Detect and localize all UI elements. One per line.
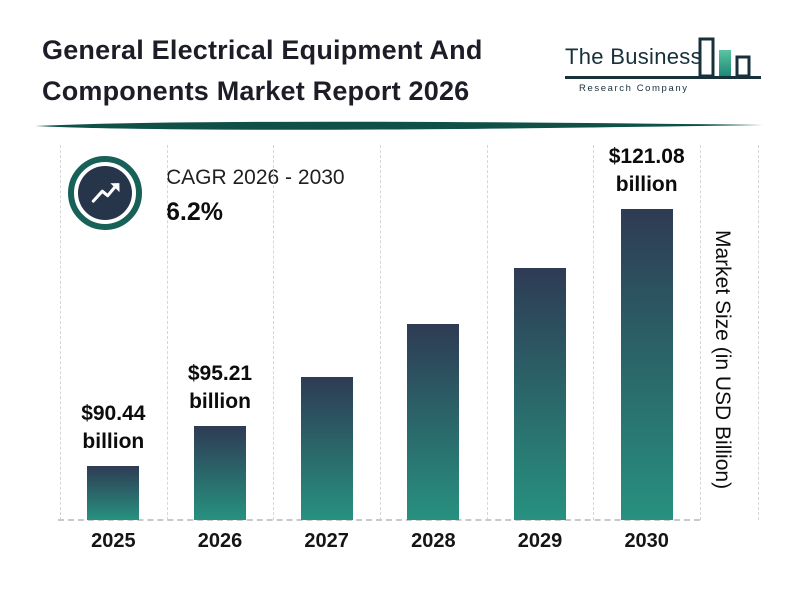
- title-line-1: General Electrical Equipment And: [42, 35, 483, 65]
- bar-cell-2026: $95.21 billion: [167, 185, 274, 520]
- y-axis-title: Market Size (in USD Billion): [711, 230, 734, 490]
- company-logo: The Business Research Company: [565, 36, 765, 100]
- bar-2030: [620, 209, 673, 520]
- x-axis-label-2029: 2029: [517, 530, 563, 552]
- bar-2027: [300, 377, 353, 520]
- x-axis-baseline: [58, 519, 700, 521]
- logo-subtitle: Research Company: [579, 83, 689, 94]
- page-title: General Electrical Equipment And Compone…: [42, 30, 483, 112]
- gridline: [758, 145, 759, 520]
- bar-value-label-2026: $95.21 billion: [155, 360, 285, 416]
- x-axis-label-2026: 2026: [197, 530, 243, 552]
- bar-2025: [87, 466, 140, 520]
- bar-value-amount: $95.21: [187, 362, 253, 385]
- x-axis-label-2028: 2028: [411, 530, 456, 552]
- cagr-badge-inner: [78, 166, 132, 220]
- bar-cell-2029: [487, 185, 594, 520]
- cagr-badge: [68, 156, 142, 230]
- cagr-value: 6.2%: [166, 198, 223, 226]
- logo-underline: [565, 76, 701, 79]
- divider-line: [35, 121, 765, 130]
- bar-cell-2027: [273, 185, 380, 520]
- bar-2029: [514, 268, 567, 520]
- x-axis-label-2025: 2025: [91, 530, 136, 552]
- logo-bar-chart-icon: [697, 37, 761, 79]
- bar-2028: [407, 324, 460, 520]
- bar-cell-2025: $90.44 billion: [60, 185, 167, 520]
- x-axis-label-2027: 2027: [304, 530, 349, 552]
- x-axis-row: 2025 2026 2027 2028 2029 2030: [60, 530, 700, 553]
- bar-value-unit: billion: [189, 390, 251, 413]
- bar-value-amount: $121.08: [608, 145, 685, 168]
- bar-value-unit: billion: [615, 173, 678, 196]
- cagr-text-block: CAGR 2026 - 2030 6.2%: [166, 166, 345, 227]
- bars-row: $90.44 billion $95.21 billion $121.08 billion: [60, 145, 700, 520]
- x-axis-label-2030: 2030: [624, 530, 669, 552]
- bar-2026: [194, 426, 246, 520]
- bar-value-unit: billion: [82, 430, 145, 453]
- trending-up-icon: [91, 183, 120, 203]
- cagr-label: CAGR 2026 - 2030: [166, 166, 345, 189]
- logo-name: The Business: [565, 44, 702, 69]
- bar-value-amount: $90.44: [81, 402, 146, 425]
- bar-value-label-2025: $90.44 billion: [48, 400, 178, 456]
- bar-value-label-2030: $121.08 billion: [582, 143, 712, 199]
- bar-cell-2028: [380, 185, 487, 520]
- title-line-2: Components Market Report 2026: [42, 76, 470, 106]
- bar-cell-2030: $121.08 billion: [593, 145, 700, 520]
